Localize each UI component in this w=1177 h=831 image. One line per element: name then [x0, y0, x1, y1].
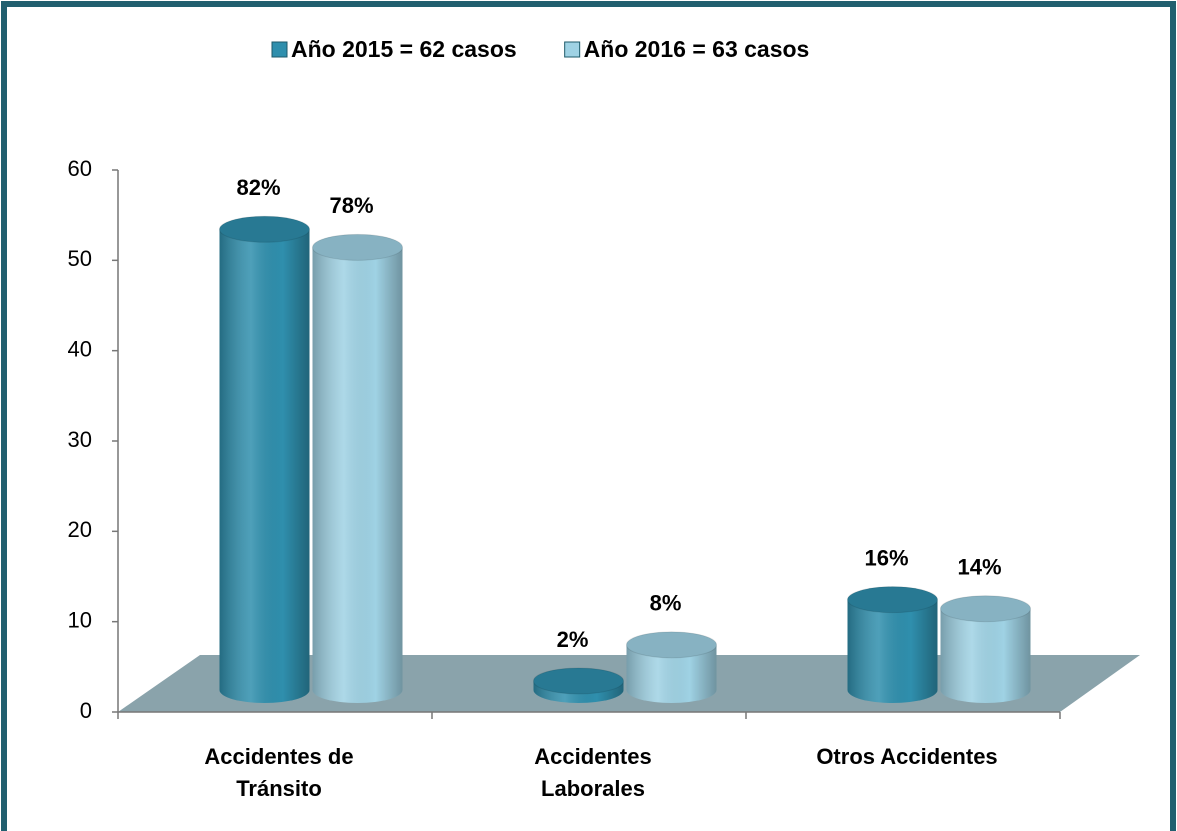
- data-label: 16%: [864, 545, 908, 570]
- bar: [940, 595, 1031, 703]
- bar-top: [219, 216, 310, 243]
- bar-top: [533, 667, 624, 694]
- data-label: 78%: [329, 193, 373, 218]
- bar-shade: [312, 247, 403, 703]
- legend-swatch: [271, 41, 288, 58]
- bar-shade: [940, 608, 1031, 703]
- y-tick-label: 30: [68, 427, 92, 452]
- legend-swatch: [564, 41, 581, 58]
- x-tick-label: Accidentes: [534, 744, 651, 769]
- bar-top-shade: [219, 215, 310, 243]
- bar-top: [312, 234, 403, 261]
- bar-shade: [219, 229, 310, 704]
- y-tick-label: 40: [68, 336, 92, 361]
- bar-top: [940, 595, 1031, 622]
- bar: [626, 631, 717, 703]
- y-tick-label: 50: [68, 246, 92, 271]
- bar-shade: [847, 599, 938, 703]
- y-tick-label: 0: [80, 698, 92, 723]
- legend-label: Año 2015 = 62 casos: [291, 36, 517, 62]
- data-label: 8%: [650, 591, 682, 616]
- y-tick-label: 10: [68, 607, 92, 632]
- bar-top-shade: [312, 233, 403, 261]
- x-tick-label: Laborales: [541, 776, 645, 801]
- bar-top: [626, 631, 717, 658]
- x-tick-label: Otros Accidentes: [816, 744, 997, 769]
- data-label: 14%: [957, 555, 1001, 580]
- data-label: 2%: [557, 627, 589, 652]
- bar-shade: [626, 644, 717, 703]
- bar: [219, 215, 310, 704]
- bar: [847, 586, 938, 703]
- data-label: 82%: [236, 175, 280, 200]
- bar-top-shade: [533, 667, 624, 695]
- bar-top-shade: [847, 586, 938, 614]
- bar: [312, 233, 403, 703]
- bar-top-shade: [626, 631, 717, 659]
- y-tick-label: 60: [68, 156, 92, 181]
- y-tick-label: 20: [68, 517, 92, 542]
- bar-top-shade: [940, 595, 1031, 623]
- bar-top: [847, 586, 938, 613]
- x-tick-label: Accidentes de: [204, 744, 353, 769]
- bar: [533, 667, 624, 703]
- x-tick-label: Tránsito: [236, 776, 322, 801]
- legend-label: Año 2016 = 63 casos: [584, 36, 810, 62]
